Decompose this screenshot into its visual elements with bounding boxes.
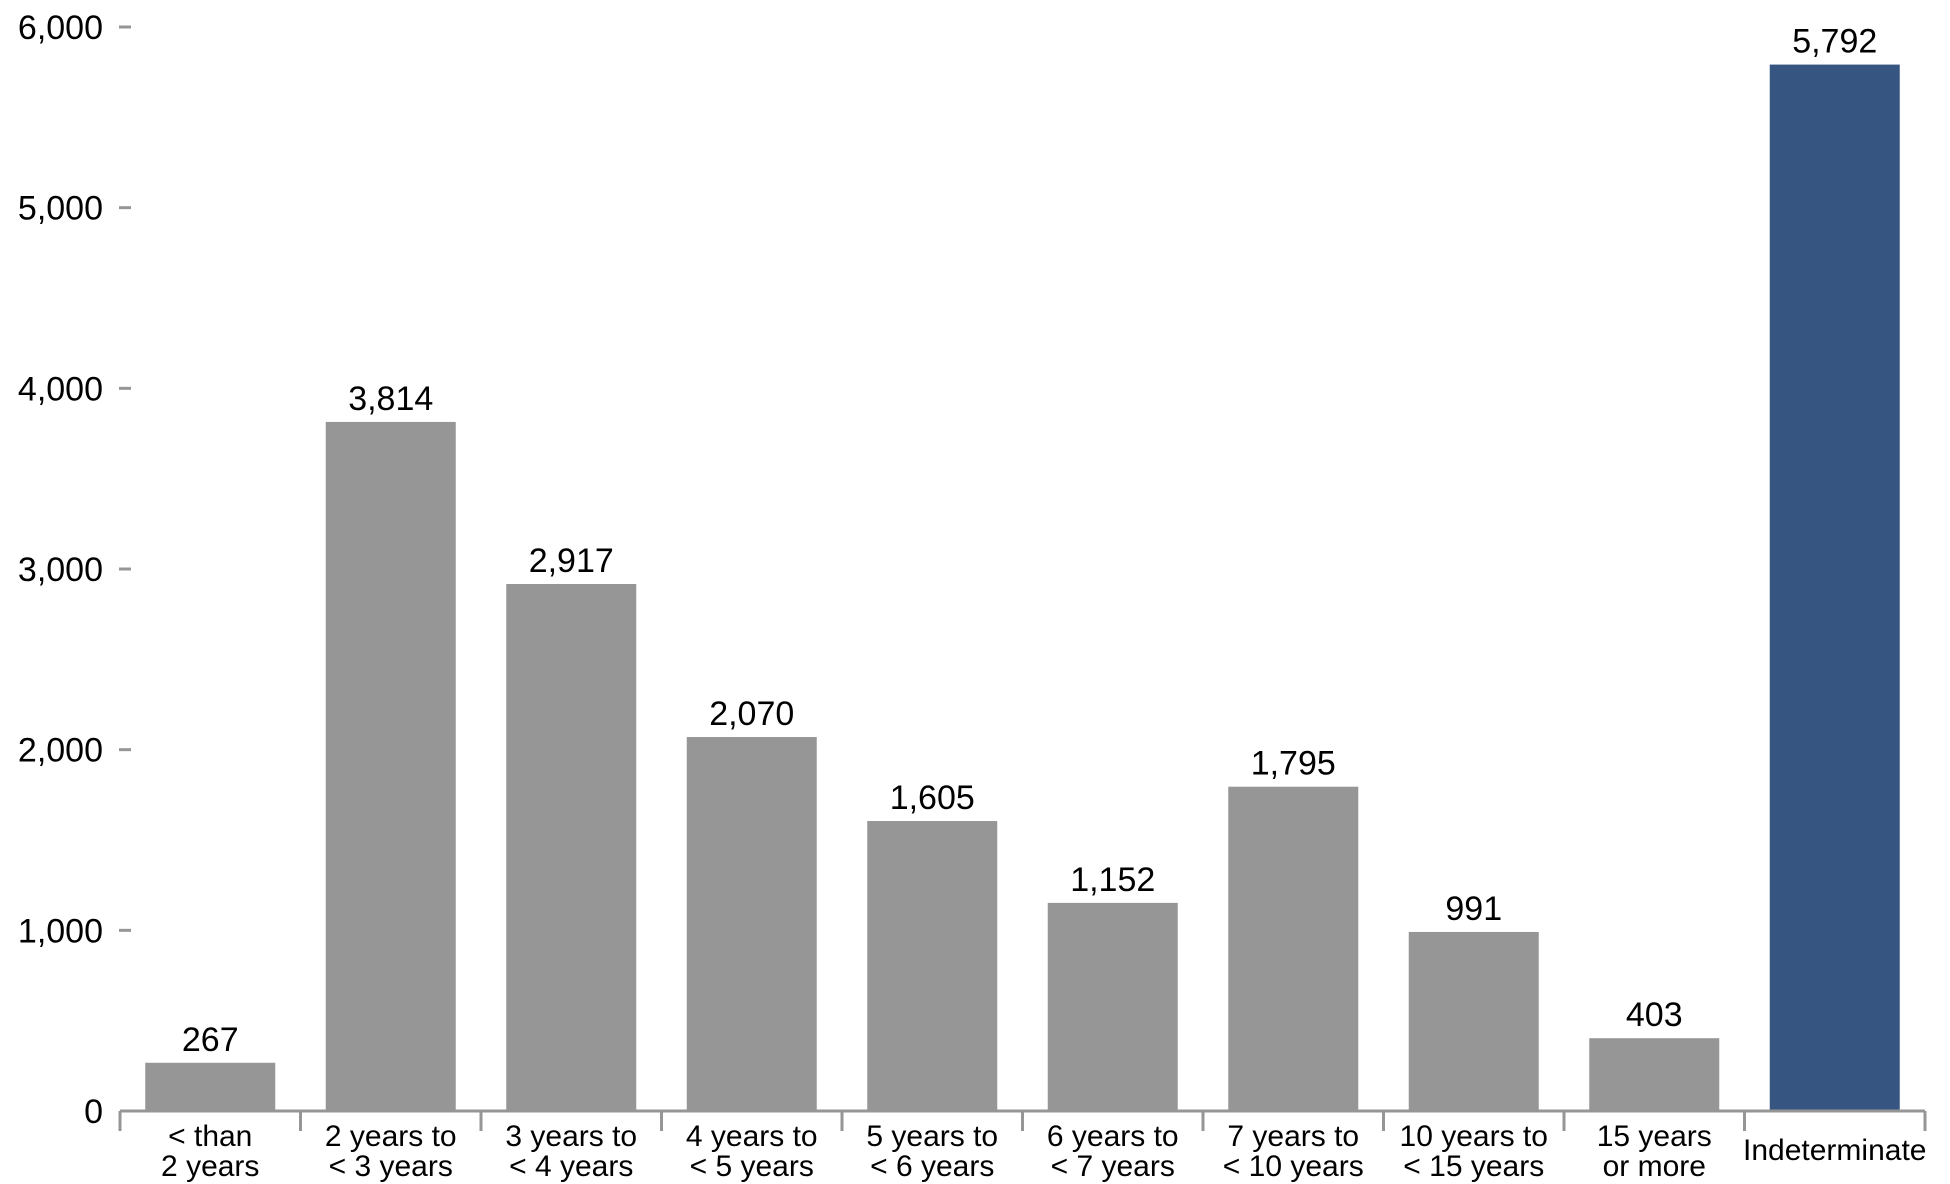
bar [506, 583, 637, 1111]
x-tick-label-line: 3 years to [505, 1120, 637, 1153]
bar [686, 737, 817, 1111]
x-tick-label: Indeterminate [1743, 1134, 1926, 1167]
x-tick-label: 5 years to < 6 years [866, 1120, 998, 1183]
x-tick-label-line: < 15 years [1403, 1150, 1544, 1183]
x-tick-label-line: < 3 years [329, 1150, 453, 1183]
data-label: 1,605 [890, 779, 975, 817]
y-tick-label: 4,000 [18, 370, 103, 408]
x-tick-label-line: < 7 years [1051, 1150, 1175, 1183]
y-tick-label: 2,000 [18, 732, 103, 770]
data-label: 5,792 [1792, 23, 1877, 61]
bars: 267 3,814 2,917 2,070 1,605 1,152 1,795 991 403 5… [145, 23, 1900, 1112]
x-tick-label: 3 years to < 4 years [505, 1120, 637, 1183]
x-tick-label-line: < 5 years [690, 1150, 814, 1183]
x-tick-label: 10 years to < 15 years [1400, 1120, 1548, 1183]
x-axis: < than 2 years 2 years to < 3 years 3 years … [118, 1109, 1927, 1183]
x-tick-label-line: < 6 years [870, 1150, 994, 1183]
data-label: 2,070 [709, 695, 794, 733]
y-tick-label: 1,000 [18, 912, 103, 950]
data-label: 1,795 [1251, 745, 1336, 783]
data-label: 403 [1626, 996, 1683, 1034]
data-label: 2,917 [529, 542, 614, 580]
y-tick-label: 3,000 [18, 551, 103, 589]
x-tick-label-line: Indeterminate [1743, 1134, 1926, 1167]
y-axis: 0 1,000 2,000 3,000 4,000 5,000 6,000 [18, 9, 131, 1131]
bar [1408, 931, 1539, 1111]
bar [1047, 902, 1178, 1111]
y-tick-label: 0 [84, 1093, 103, 1131]
x-tick-label: 15 years or more [1597, 1120, 1712, 1183]
data-label: 267 [182, 1021, 239, 1059]
x-tick-label: 4 years to < 5 years [686, 1120, 818, 1183]
x-tick-label: 2 years to < 3 years [325, 1120, 457, 1183]
x-tick-label-line: 4 years to [686, 1120, 818, 1153]
data-label: 1,152 [1070, 861, 1155, 899]
x-tick-label-line: 6 years to [1047, 1120, 1179, 1153]
x-tick-label-line: < 10 years [1223, 1150, 1364, 1183]
data-label: 991 [1445, 890, 1502, 928]
data-label: 3,814 [348, 380, 433, 418]
y-tick-label: 5,000 [18, 190, 103, 228]
bar [1769, 64, 1900, 1112]
bar [867, 821, 998, 1111]
x-tick-label-line: 7 years to [1227, 1120, 1359, 1153]
x-tick-label-line: 10 years to [1400, 1120, 1548, 1153]
y-tick-label: 6,000 [18, 9, 103, 47]
bar [1589, 1038, 1720, 1111]
x-tick-label: 6 years to < 7 years [1047, 1120, 1179, 1183]
x-tick-label-line: 5 years to [866, 1120, 998, 1153]
bar [1228, 786, 1359, 1111]
x-tick-label-line: 15 years [1597, 1120, 1712, 1153]
bar [325, 421, 456, 1111]
x-tick-label-line: < than [168, 1120, 252, 1153]
x-tick-label: 7 years to < 10 years [1223, 1120, 1364, 1183]
x-tick-label-line: 2 years [161, 1150, 259, 1183]
x-tick-label: < than 2 years [161, 1120, 259, 1183]
x-tick-label-line: 2 years to [325, 1120, 457, 1153]
x-tick-label-line: < 4 years [509, 1150, 633, 1183]
bar [145, 1062, 276, 1111]
x-tick-label-line: or more [1603, 1150, 1706, 1183]
